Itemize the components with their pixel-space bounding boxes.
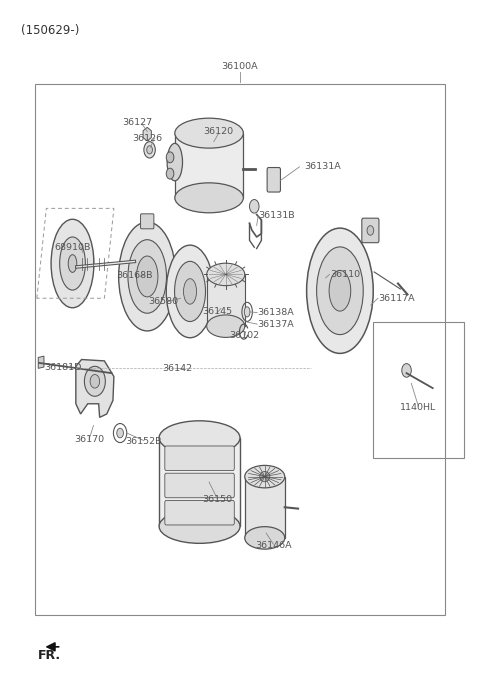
- Text: 36110: 36110: [330, 270, 360, 279]
- Ellipse shape: [245, 465, 285, 488]
- Circle shape: [90, 375, 100, 388]
- Text: FR.: FR.: [38, 649, 61, 662]
- Ellipse shape: [119, 222, 176, 331]
- Circle shape: [250, 199, 259, 213]
- Bar: [245, 477, 285, 538]
- Circle shape: [402, 364, 411, 377]
- Text: 36168B: 36168B: [116, 271, 153, 280]
- Ellipse shape: [245, 527, 285, 549]
- Ellipse shape: [260, 471, 270, 482]
- Text: 36131B: 36131B: [258, 212, 295, 221]
- Ellipse shape: [51, 219, 94, 308]
- Text: 68910B: 68910B: [54, 242, 91, 251]
- FancyBboxPatch shape: [165, 446, 234, 471]
- Ellipse shape: [136, 256, 158, 297]
- Ellipse shape: [166, 245, 214, 338]
- Ellipse shape: [307, 228, 373, 353]
- Circle shape: [166, 152, 174, 163]
- Bar: [36, 84, 444, 615]
- Ellipse shape: [175, 262, 205, 321]
- Ellipse shape: [183, 279, 197, 304]
- Ellipse shape: [68, 255, 77, 273]
- Text: 36170: 36170: [74, 436, 104, 445]
- Bar: [207, 275, 245, 326]
- Circle shape: [166, 169, 174, 179]
- Ellipse shape: [159, 510, 240, 543]
- Text: 36142: 36142: [162, 364, 192, 373]
- Circle shape: [367, 225, 374, 235]
- FancyBboxPatch shape: [267, 168, 280, 192]
- Ellipse shape: [329, 271, 351, 311]
- Ellipse shape: [60, 237, 85, 290]
- Text: 36181D: 36181D: [44, 363, 82, 372]
- FancyBboxPatch shape: [165, 473, 234, 498]
- Ellipse shape: [175, 119, 243, 148]
- FancyBboxPatch shape: [141, 214, 154, 229]
- Text: 1140HL: 1140HL: [400, 403, 437, 412]
- FancyBboxPatch shape: [362, 219, 379, 242]
- Text: 36127: 36127: [122, 118, 153, 127]
- Polygon shape: [76, 360, 114, 417]
- Text: 36146A: 36146A: [255, 541, 292, 550]
- Circle shape: [117, 428, 123, 438]
- Ellipse shape: [175, 183, 243, 213]
- Text: 36126: 36126: [132, 134, 162, 142]
- Text: 36102: 36102: [230, 331, 260, 340]
- Ellipse shape: [128, 240, 167, 313]
- Text: (150629-): (150629-): [21, 24, 80, 37]
- Polygon shape: [38, 356, 44, 369]
- Text: 36120: 36120: [204, 127, 234, 136]
- Ellipse shape: [244, 307, 250, 317]
- Bar: [175, 133, 243, 198]
- Bar: [159, 438, 240, 526]
- Text: 36145: 36145: [202, 308, 232, 316]
- Text: 36138A: 36138A: [257, 308, 294, 317]
- Circle shape: [84, 366, 105, 397]
- Text: 36131A: 36131A: [304, 162, 341, 171]
- Ellipse shape: [159, 421, 240, 455]
- Text: 36150: 36150: [202, 495, 232, 503]
- Ellipse shape: [317, 247, 363, 334]
- Text: 36580: 36580: [148, 297, 178, 306]
- Bar: [373, 322, 464, 458]
- Ellipse shape: [207, 315, 245, 338]
- Circle shape: [147, 146, 153, 154]
- Ellipse shape: [207, 263, 245, 286]
- Text: 36137A: 36137A: [257, 320, 294, 329]
- Text: 36117A: 36117A: [378, 294, 415, 303]
- Text: 36152B: 36152B: [126, 437, 162, 446]
- Ellipse shape: [167, 143, 182, 181]
- Circle shape: [144, 142, 156, 158]
- FancyBboxPatch shape: [165, 501, 234, 525]
- Text: 36100A: 36100A: [222, 62, 258, 71]
